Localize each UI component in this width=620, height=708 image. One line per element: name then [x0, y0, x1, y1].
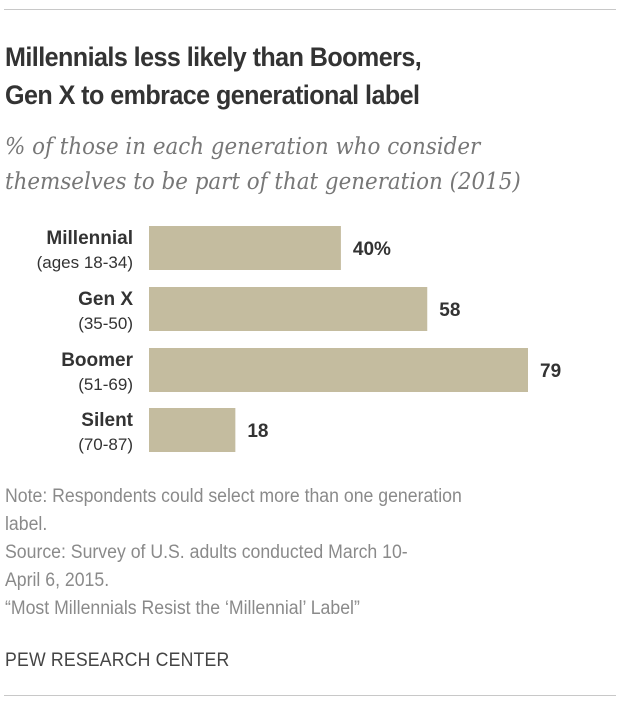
report-title: “Most Millennials Resist the ‘Millennial…	[5, 598, 360, 619]
category-label: Millennial	[46, 228, 133, 249]
bar	[149, 408, 236, 452]
note-line-1: Note: Respondents could select more than…	[5, 486, 462, 507]
chart-title: Millennials less likely than Boomers, Ge…	[5, 38, 563, 114]
value-label: 58	[439, 300, 460, 321]
source-line-1: Source: Survey of U.S. adults conducted …	[5, 542, 408, 563]
chart-footer: Note: Respondents could select more than…	[5, 483, 572, 623]
bar	[149, 226, 341, 270]
bottom-divider	[4, 695, 616, 696]
category-label: Gen X	[78, 289, 133, 310]
category-label: Silent	[81, 410, 133, 431]
category-sublabel: (35-50)	[78, 314, 133, 333]
top-divider	[4, 9, 616, 10]
note-line-2: label.	[5, 514, 48, 535]
category-label: Boomer	[61, 350, 133, 371]
bar-group-millennial: Millennial (ages 18-34) 40%	[37, 226, 391, 272]
organization-name: PEW RESEARCH CENTER	[5, 650, 230, 671]
bar-group-boomer: Boomer (51-69) 79	[61, 348, 561, 394]
value-label: 40%	[353, 239, 391, 260]
category-sublabel: (ages 18-34)	[37, 253, 133, 272]
title-line-1: Millennials less likely than Boomers,	[5, 42, 422, 72]
bar	[149, 348, 528, 392]
subtitle-line-2: themselves to be part of that generation…	[5, 169, 521, 195]
category-sublabel: (51-69)	[78, 375, 133, 394]
bar	[149, 287, 428, 331]
value-label: 79	[540, 361, 561, 382]
category-sublabel: (70-87)	[78, 435, 133, 454]
bar-chart: Millennial (ages 18-34) 40% Gen X (35-50) 58 B…	[37, 226, 561, 454]
subtitle-line-1: % of those in each generation who consid…	[5, 134, 481, 160]
bar-group-silent: Silent (70-87) 18	[78, 408, 268, 454]
title-line-2: Gen X to embrace generational label	[5, 80, 420, 110]
bar-group-gen-x: Gen X (35-50) 58	[78, 287, 460, 333]
chart-subtitle: % of those in each generation who consid…	[5, 130, 563, 200]
value-label: 18	[247, 421, 268, 442]
source-line-2: April 6, 2015.	[5, 570, 110, 591]
